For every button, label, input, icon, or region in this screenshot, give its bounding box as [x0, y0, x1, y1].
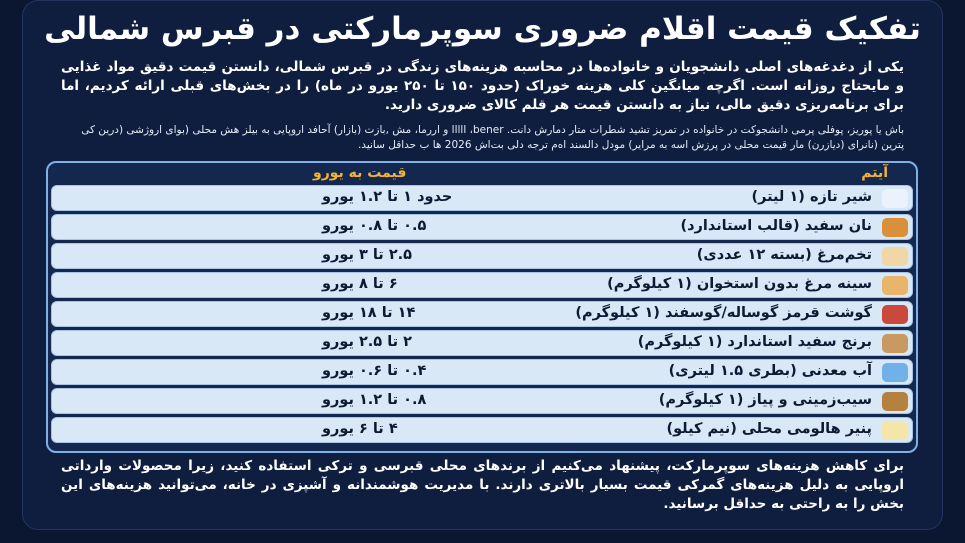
price-table: آیتم قیمت به یورو شیر تازه (۱ لیتر) حدود …: [46, 161, 918, 453]
item-icon: [882, 363, 908, 382]
table-row: گوشت قرمز گوساله/گوسفند (۱ کیلوگرم) ۱۴ تا…: [51, 301, 913, 327]
table-row: شیر تازه (۱ لیتر) حدود ۱ تا ۱.۲ یورو: [51, 185, 913, 211]
item-icon: [882, 247, 908, 266]
item-price: ۶ تا ۸ یورو: [322, 276, 398, 292]
item-icon: [882, 218, 908, 237]
item-icon: [882, 421, 908, 440]
intro: یکی از دغدغه‌های اصلی دانشجویان و خانواد…: [61, 59, 904, 113]
table-row: سینه مرغ بدون استخوان (۱ کیلوگرم) ۶ تا ۸ …: [51, 272, 913, 298]
item-name: پنیر هالومی محلی (نیم کیلو): [666, 421, 872, 437]
item-price: ۰.۵ تا ۰.۸ یورو: [322, 218, 427, 234]
note: باش یا پوریز، پوفلی پرمی دانشجوکت در خان…: [81, 124, 904, 151]
item-price: ۴ تا ۶ یورو: [322, 421, 398, 437]
table-row: تخم‌مرغ (بسته ۱۲ عددی) ۲.۵ تا ۳ یورو: [51, 243, 913, 269]
table-row: برنج سفید استاندارد (۱ کیلوگرم) ۲ تا ۲.۵ …: [51, 330, 913, 356]
table-row: آب معدنی (بطری ۱.۵ لیتری) ۰.۴ تا ۰.۶ یورو: [51, 359, 913, 385]
item-price: حدود ۱ تا ۱.۲ یورو: [322, 189, 453, 205]
table-row: سیب‌زمینی و پیاز (۱ کیلوگرم) ۰.۸ تا ۱.۲ ی…: [51, 388, 913, 414]
column-header: آیتم: [861, 165, 888, 181]
item-name: تخم‌مرغ (بسته ۱۲ عددی): [696, 247, 872, 263]
footer: برای کاهش هزینه‌های سوپرمارکت، پیشنهاد م…: [61, 458, 904, 512]
table-row: نان سفید (قالب استاندارد) ۰.۵ تا ۰.۸ یورو: [51, 214, 913, 240]
item-name: سینه مرغ بدون استخوان (۱ کیلوگرم): [607, 276, 872, 292]
item-icon: [882, 305, 908, 324]
item-name: سیب‌زمینی و پیاز (۱ کیلوگرم): [658, 392, 872, 408]
panel: تفکیک قیمت اقلام ضروری سوپرمارکتی در قبر…: [22, 0, 943, 530]
item-name: نان سفید (قالب استاندارد): [680, 218, 872, 234]
item-price: ۲ تا ۲.۵ یورو: [322, 334, 413, 350]
item-price: ۱۴ تا ۱۸ یورو: [322, 305, 416, 321]
item-icon: [882, 334, 908, 353]
item-price: ۰.۸ تا ۱.۲ یورو: [322, 392, 427, 408]
item-icon: [882, 189, 908, 208]
item-icon: [882, 276, 908, 295]
item-name: شیر تازه (۱ لیتر): [751, 189, 872, 205]
table-row: پنیر هالومی محلی (نیم کیلو) ۴ تا ۶ یورو: [51, 417, 913, 443]
item-name: گوشت قرمز گوساله/گوسفند (۱ کیلوگرم): [575, 305, 872, 321]
title: تفکیک قیمت اقلام ضروری سوپرمارکتی در قبر…: [44, 11, 921, 47]
table-header: آیتم قیمت به یورو: [48, 165, 916, 185]
item-price: ۲.۵ تا ۳ یورو: [322, 247, 413, 263]
item-name: برنج سفید استاندارد (۱ کیلوگرم): [637, 334, 872, 350]
item-price: ۰.۴ تا ۰.۶ یورو: [322, 363, 427, 379]
item-icon: [882, 392, 908, 411]
column-header: قیمت به یورو: [313, 165, 407, 181]
item-name: آب معدنی (بطری ۱.۵ لیتری): [668, 363, 872, 379]
